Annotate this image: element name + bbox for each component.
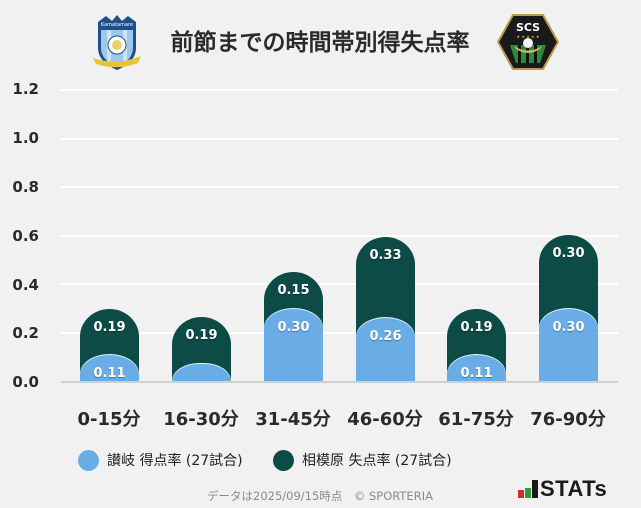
y-tick-label: 0.8 [12,178,39,196]
bar-group: 0.19 0.11 [80,0,139,382]
bar-value-label: 0.19 [93,319,126,335]
legend-label-away: 相模原 失点率 (27試合) [302,453,452,469]
bar-group: 0.19 [172,0,231,382]
bar-value-label: 0.19 [185,328,218,344]
gridline [61,89,618,91]
stats-logo-bar-icon [532,480,538,498]
gridline [61,235,618,237]
svg-text:SCS: SCS [516,21,540,34]
bar-value-label: 0.15 [277,282,310,298]
x-tick-label: 16-30分 [163,409,239,430]
x-tick-label: 76-90分 [530,409,606,430]
bar-home-scored: 0.30 [264,308,323,382]
legend-swatch-home [78,450,99,471]
x-tick-label: 0-15分 [77,409,141,430]
stats-logo-bar-icon [518,490,524,498]
bar-home-scored: 0.26 [356,318,415,382]
bar-group: 0.15 0.30 [264,0,323,382]
bar-value-label: 0.30 [552,319,585,335]
plot-area: 0.19 0.11 0.19 0.15 0.30 0.33 0.26 0.19 … [80,0,598,382]
y-tick-label: 0.0 [12,373,39,391]
gridline [61,186,618,188]
stats-logo-bar-icon [525,488,531,498]
bar-home-scored: 0.11 [447,355,506,382]
bar-value-label [172,375,231,391]
bar-home-scored: 0.11 [80,355,139,382]
bar-group: 0.19 0.11 [447,0,506,382]
x-tick-label: 46-60分 [347,409,423,430]
bar-home-scored [172,364,231,382]
stats-logo: STATs [516,476,636,502]
gridline [61,283,618,285]
y-tick-label: 0.2 [12,324,39,342]
gridline [61,138,618,140]
bar-group: 0.30 0.30 [539,0,598,382]
svg-text:★ ★ ★ ★ ★: ★ ★ ★ ★ ★ [516,34,539,39]
home-team-logo: Kamatamare [92,14,142,72]
away-team-logo: SCS ★ ★ ★ ★ ★ [496,13,560,71]
legend-swatch-away [273,450,294,471]
legend-label-home: 讃岐 得点率 (27試合) [107,453,243,469]
y-tick-label: 0.6 [12,227,39,245]
gridline [61,332,618,334]
bar-value-label: 0.30 [277,319,310,335]
bar-value-label: 0.26 [369,329,402,345]
bar-value-label: 0.19 [460,319,493,335]
bar-value-label: 0.30 [552,246,585,261]
bar-value-label: 0.33 [369,248,402,264]
y-tick-label: 0.4 [12,276,39,294]
x-tick-label: 31-45分 [255,409,331,430]
bar-value-label: 0.11 [460,366,493,382]
x-axis-baseline [61,381,618,383]
bar-group: 0.33 0.26 [356,0,415,382]
data-source-note: データは2025/09/15時点 © SPORTERIA [207,489,433,503]
bar-home-scored: 0.30 [539,308,598,382]
stats-brand-text: STATs [540,476,608,501]
x-tick-label: 61-75分 [438,409,514,430]
bar-value-label: 0.11 [93,366,126,382]
y-tick-label: 1.0 [12,129,39,147]
y-tick-label: 1.2 [12,80,39,98]
svg-text:Kamatamare: Kamatamare [101,22,133,28]
chart-title: 前節までの時間帯別得失点率 [170,30,470,56]
